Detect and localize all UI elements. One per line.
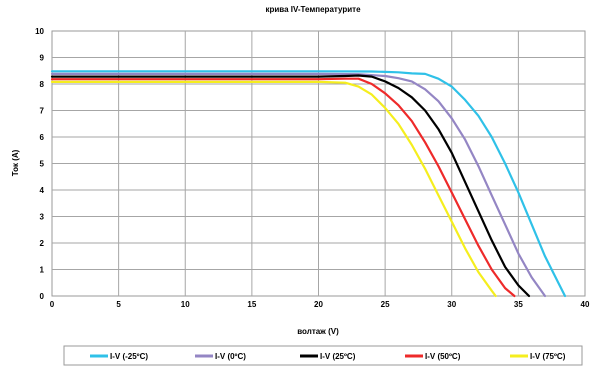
chart-title: крива IV-Температурите <box>265 5 361 14</box>
legend-label-0: I-V (-25ºC) <box>110 352 148 361</box>
series-line-4 <box>50 80 497 298</box>
y-tick-label: 0 <box>40 292 45 301</box>
series-lines <box>50 70 567 298</box>
y-tick-label: 9 <box>40 54 45 63</box>
y-tick-label: 3 <box>40 213 45 222</box>
series-line-0 <box>50 70 567 298</box>
x-tick-label: 10 <box>181 300 190 309</box>
y-tick-label: 5 <box>40 160 45 169</box>
x-tick-label: 25 <box>381 300 390 309</box>
x-tick-label: 15 <box>247 300 256 309</box>
legend-label-2: I-V (25ºC) <box>320 352 356 361</box>
legend-label-1: I-V (0ºC) <box>215 352 246 361</box>
x-tick-labels: 0 5 10 15 20 25 30 35 40 <box>50 300 590 309</box>
series-line-3 <box>50 77 516 298</box>
y-tick-label: 7 <box>40 107 45 116</box>
x-tick-label: 0 <box>50 300 55 309</box>
y-tick-label: 6 <box>40 133 45 142</box>
y-tick-label: 8 <box>40 80 45 89</box>
series-line-1 <box>50 72 547 298</box>
y-tick-label: 4 <box>40 186 45 195</box>
x-tick-label: 40 <box>581 300 590 309</box>
x-axis-label: волтаж (V) <box>297 327 339 336</box>
x-tick-label: 30 <box>447 300 456 309</box>
y-tick-label: 1 <box>40 266 45 275</box>
legend-label-4: I-V (75ºC) <box>530 352 566 361</box>
legend-label-3: I-V (50ºC) <box>425 352 461 361</box>
y-axis-label: Ток (A) <box>11 149 20 176</box>
y-tick-labels: 0 1 2 3 4 5 6 7 8 9 10 <box>35 27 44 301</box>
legend-box <box>63 345 583 366</box>
x-tick-label: 35 <box>514 300 523 309</box>
series-line-2 <box>50 74 531 298</box>
x-tick-label: 5 <box>116 300 121 309</box>
y-tick-label: 10 <box>35 27 44 36</box>
y-tick-label: 2 <box>40 239 45 248</box>
legend: I-V (-25ºC) I-V (0ºC) I-V (25ºC) I-V (50ºC)… <box>90 352 566 361</box>
x-tick-label: 20 <box>314 300 323 309</box>
